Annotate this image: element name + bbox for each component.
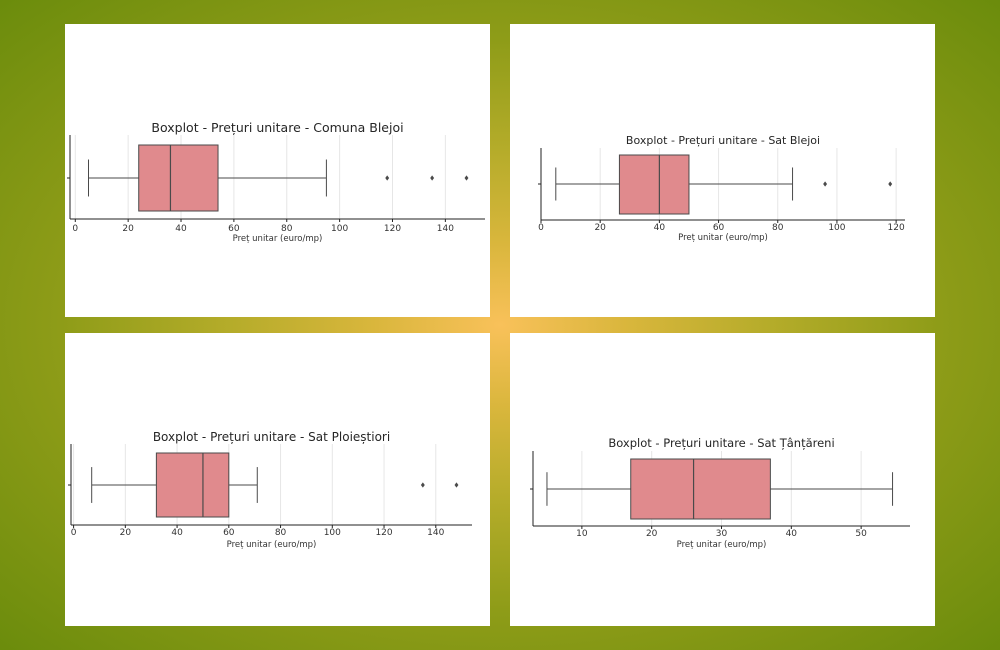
box-iqr (155, 452, 230, 518)
chart-title: Boxplot - Prețuri unitare - Sat Blejoi (626, 134, 820, 147)
outlier-point (454, 482, 459, 488)
chart-title: Boxplot - Prețuri unitare - Sat Țânțăren… (608, 436, 834, 450)
boxplot-panel-sat-tantareni: 10 20 30 40 50 Boxplot - Prețuri unitare - Sa… (510, 333, 935, 626)
chart-title: Boxplot - Prețuri unitare - Sat Ploiești… (153, 430, 390, 444)
x-tick-label: 10 (576, 529, 588, 539)
x-tick-label: 20 (122, 224, 134, 234)
x-tick-label: 120 (384, 224, 401, 234)
x-tick-label: 140 (437, 224, 454, 234)
x-tick-label: 40 (654, 223, 666, 233)
x-tick-label: 40 (175, 224, 187, 234)
x-axis-label: Preț unitar (euro/mp) (233, 234, 323, 244)
x-tick-label: 20 (120, 528, 132, 538)
x-axis-label: Preț unitar (euro/mp) (677, 540, 767, 550)
outlier-point (385, 175, 390, 181)
x-tick-label: 40 (171, 528, 183, 538)
x-tick-label: 50 (855, 529, 867, 539)
x-tick-label: 0 (71, 528, 77, 538)
boxplot-chart-sat-tantareni: 10 20 30 40 50 Boxplot - Prețuri unitare - Sa… (530, 436, 910, 550)
x-axis-label: Preț unitar (euro/mp) (227, 540, 317, 550)
box-iqr (138, 144, 219, 212)
boxplot-panel-comuna-blejoi: 0 20 40 60 80 100 120 140 Boxplot - Prețuri unit… (65, 24, 490, 317)
outlier-point (888, 181, 893, 187)
x-tick-label: 120 (888, 223, 905, 233)
boxplot-chart-sat-blejoi: 0 20 40 60 80 100 120 Boxplot - Prețuri unitare… (538, 134, 905, 243)
x-tick-label: 80 (281, 224, 293, 234)
x-tick-label: 80 (275, 528, 287, 538)
boxplot-chart-comuna-blejoi: 0 20 40 60 80 100 120 140 Boxplot - Prețuri unit… (67, 120, 485, 244)
x-tick-label: 100 (828, 223, 845, 233)
outlier-point (823, 181, 828, 187)
x-tick-label: 20 (646, 529, 658, 539)
boxplot-panel-sat-ploiestiori: 0 20 40 60 80 100 120 140 Boxplot - Prețuri unit… (65, 333, 490, 626)
outlier-point (420, 482, 425, 488)
x-tick-label: 0 (72, 224, 78, 234)
boxplot-panel-sat-blejoi: 0 20 40 60 80 100 120 Boxplot - Prețuri unitare… (510, 24, 935, 317)
x-tick-label: 60 (228, 224, 240, 234)
chart-title: Boxplot - Prețuri unitare - Comuna Blejo… (151, 120, 403, 135)
box-iqr (630, 458, 771, 520)
x-tick-label: 60 (713, 223, 725, 233)
x-tick-label: 30 (716, 529, 728, 539)
x-tick-label: 20 (594, 223, 606, 233)
x-tick-label: 100 (324, 528, 341, 538)
x-axis-label: Preț unitar (euro/mp) (678, 233, 768, 243)
x-tick-label: 100 (331, 224, 348, 234)
boxplot-chart-sat-ploiestiori: 0 20 40 60 80 100 120 140 Boxplot - Prețuri unit… (68, 430, 472, 550)
box-iqr (618, 154, 690, 215)
x-tick-label: 0 (538, 223, 544, 233)
x-tick-label: 80 (772, 223, 784, 233)
x-tick-label: 60 (223, 528, 235, 538)
outlier-point (430, 175, 435, 181)
x-tick-label: 40 (786, 529, 798, 539)
x-tick-label: 140 (427, 528, 444, 538)
outlier-point (464, 175, 469, 181)
x-tick-label: 120 (375, 528, 392, 538)
